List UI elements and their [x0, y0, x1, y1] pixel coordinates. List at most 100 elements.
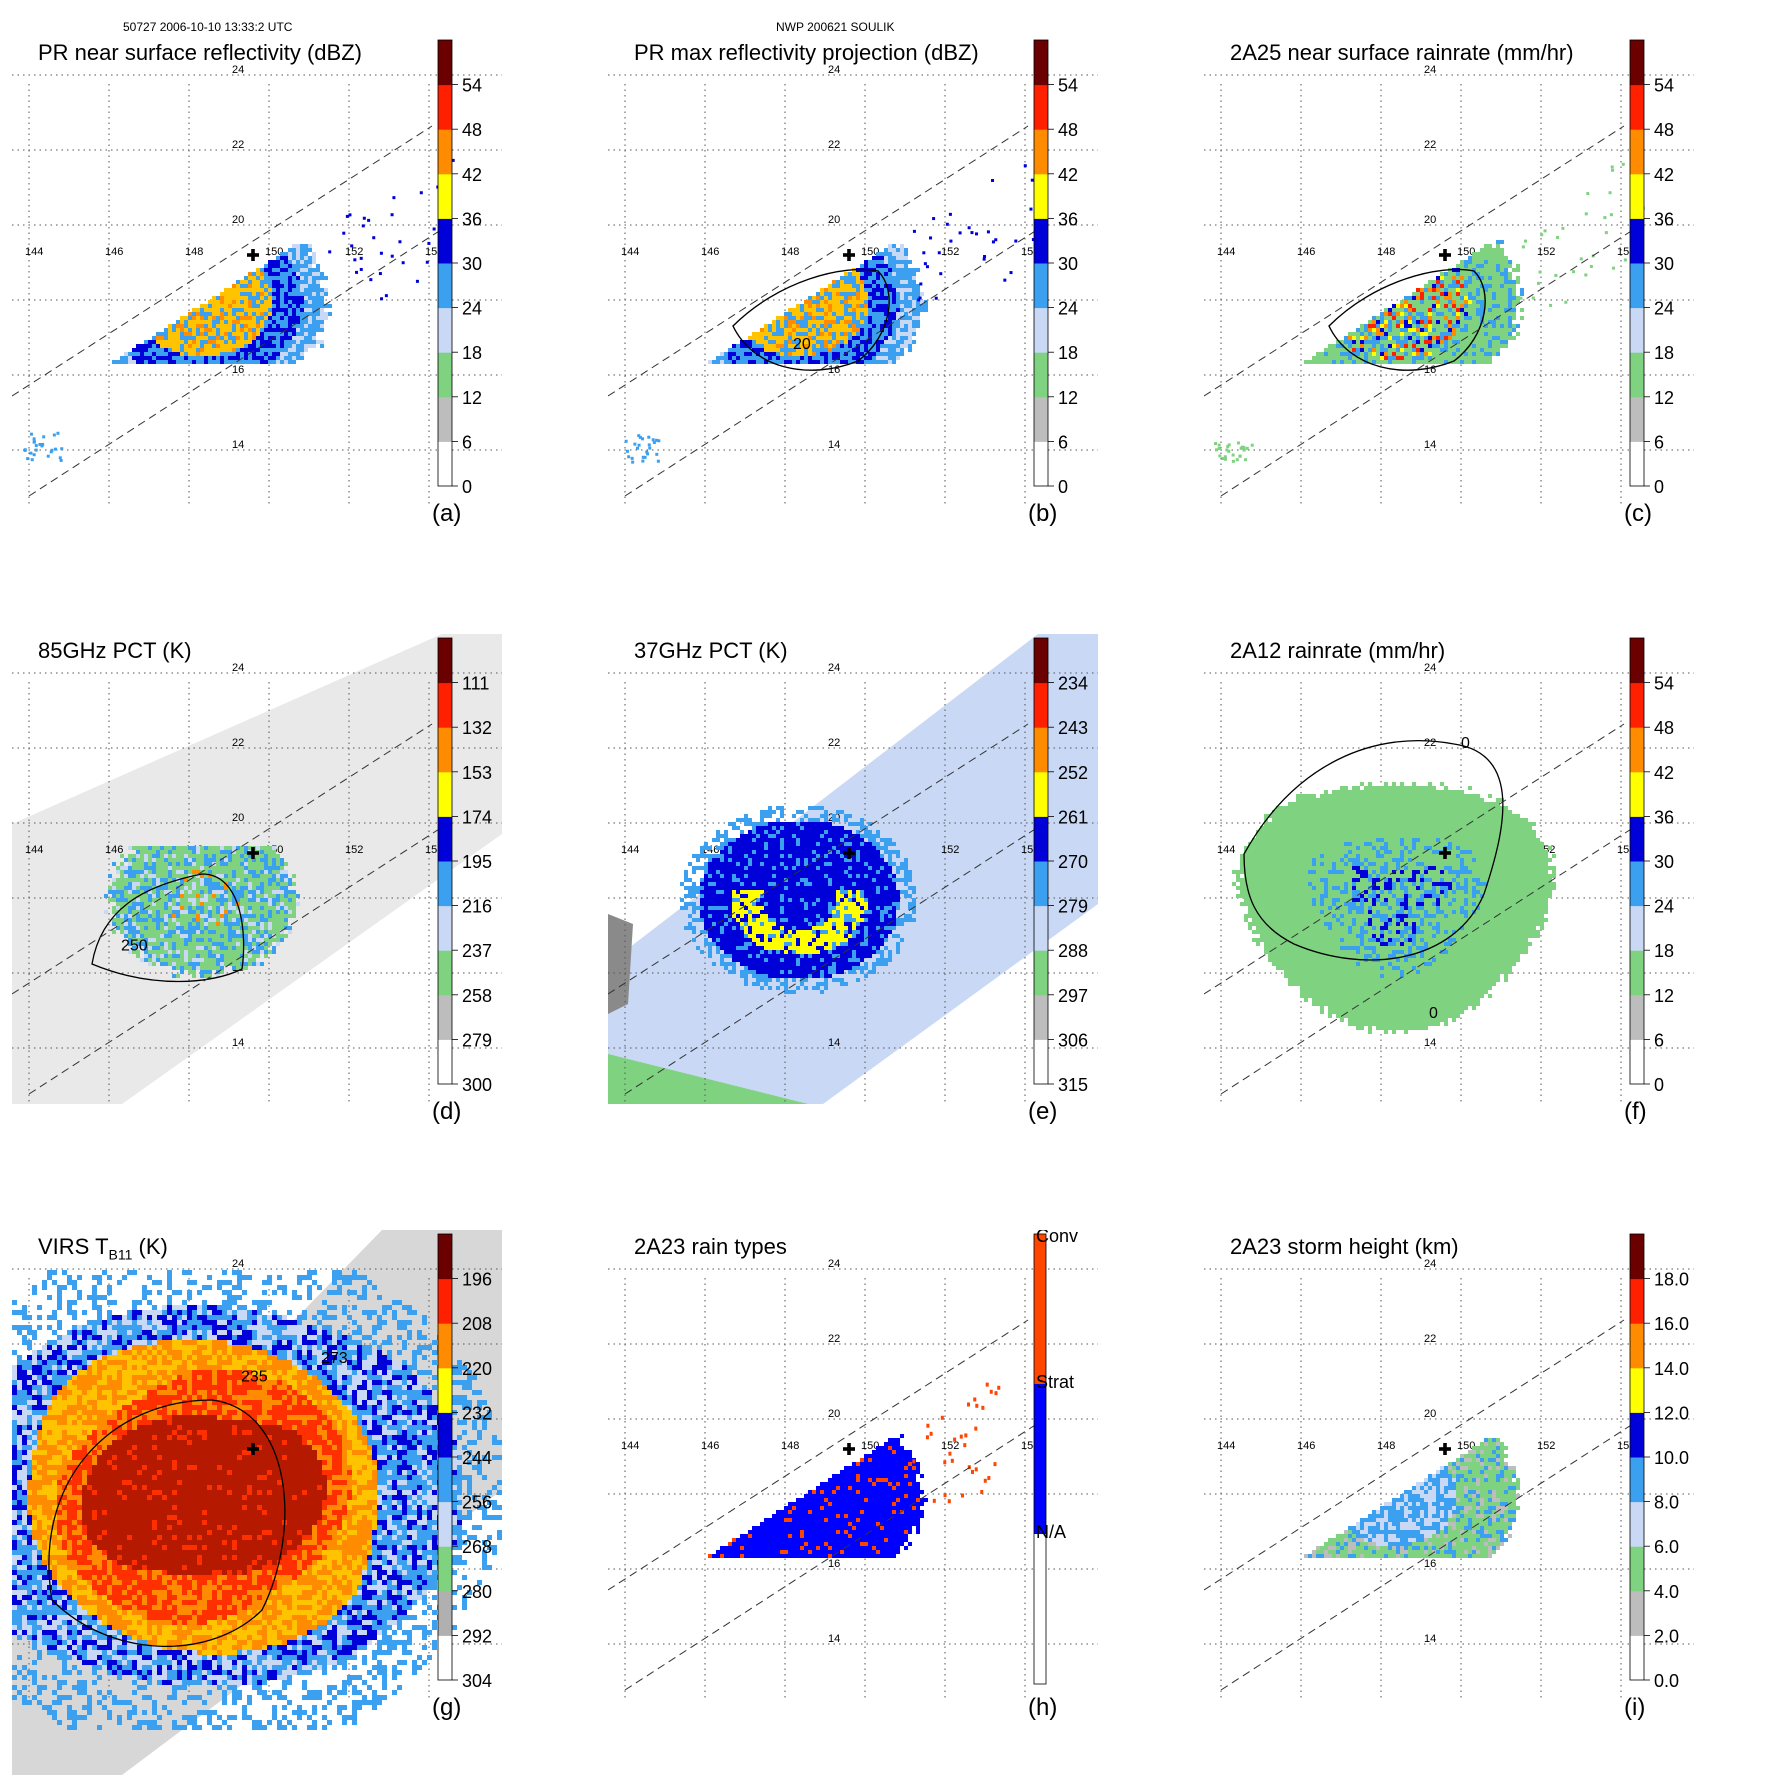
data-cell	[284, 922, 288, 926]
data-cell	[188, 854, 192, 858]
data-cell	[300, 280, 304, 284]
data-cell	[204, 966, 208, 970]
data-cell	[268, 312, 272, 316]
data-cell	[920, 292, 924, 296]
data-cell	[852, 328, 856, 332]
data-cell	[280, 352, 284, 356]
data-cell	[1496, 260, 1500, 264]
data-cell	[1352, 332, 1356, 336]
data-cell	[1484, 280, 1488, 284]
data-cell	[260, 280, 264, 284]
data-cell	[204, 862, 208, 866]
data-cell	[856, 838, 860, 842]
data-cell	[844, 332, 848, 336]
data-cell	[792, 328, 796, 332]
data-cell	[272, 260, 276, 264]
data-cell	[1432, 320, 1436, 324]
data-cell	[280, 882, 284, 886]
data-cell	[220, 890, 224, 894]
data-cell	[848, 324, 852, 328]
data-cell	[276, 360, 280, 364]
data-cell	[152, 862, 156, 866]
data-cell	[220, 930, 224, 934]
data-cell	[204, 970, 208, 974]
data-cell	[304, 288, 308, 292]
data-cell	[280, 320, 284, 324]
data-cell	[300, 312, 304, 316]
data-cell	[856, 842, 860, 846]
data-cell	[1384, 360, 1388, 364]
data-cell	[176, 942, 180, 946]
data-cell	[1428, 328, 1432, 332]
data-cell	[180, 356, 184, 360]
data-cell	[260, 324, 264, 328]
data-cell	[1420, 328, 1424, 332]
lon-label: 146	[105, 246, 123, 258]
lon-label: 152	[345, 246, 363, 258]
data-cell	[116, 866, 120, 870]
data-cell	[132, 846, 136, 850]
data-cell	[228, 320, 232, 324]
data-cell	[308, 272, 312, 276]
data-cell	[1328, 348, 1332, 352]
data-cell	[144, 902, 148, 906]
data-cell	[740, 352, 744, 356]
data-cell	[256, 846, 260, 850]
data-cell	[248, 906, 252, 910]
data-cell	[880, 352, 884, 356]
data-cell	[196, 942, 200, 946]
data-cell	[208, 316, 212, 320]
data-cell	[192, 958, 196, 962]
rain-cell	[991, 179, 994, 182]
data-cell	[1496, 244, 1500, 248]
data-cell	[204, 890, 208, 894]
data-cell	[228, 308, 232, 312]
data-cell	[156, 890, 160, 894]
data-cell	[248, 922, 252, 926]
data-cell	[196, 962, 200, 966]
data-cell	[220, 312, 224, 316]
data-cell	[732, 850, 736, 854]
data-cell	[736, 838, 740, 842]
data-cell	[832, 814, 836, 818]
data-cell	[220, 308, 224, 312]
data-cell	[296, 340, 300, 344]
data-cell	[784, 826, 788, 830]
data-cell	[312, 276, 316, 280]
data-cell	[136, 858, 140, 862]
data-cell	[264, 882, 268, 886]
data-cell	[148, 938, 152, 942]
data-cell	[872, 292, 876, 296]
data-cell	[168, 866, 172, 870]
data-cell	[772, 356, 776, 360]
data-cell	[120, 914, 124, 918]
data-cell	[144, 878, 148, 882]
rain-cell	[959, 231, 962, 234]
data-cell	[204, 886, 208, 890]
data-cell	[888, 838, 892, 842]
data-cell	[828, 842, 832, 846]
data-cell	[1492, 336, 1496, 340]
data-cell	[304, 268, 308, 272]
data-cell	[260, 340, 264, 344]
data-cell	[308, 320, 312, 324]
data-cell	[244, 930, 248, 934]
data-cell	[168, 902, 172, 906]
data-cell	[224, 874, 228, 878]
data-cell	[144, 340, 148, 344]
data-cell	[136, 902, 140, 906]
data-cell	[1500, 344, 1504, 348]
data-cell	[768, 336, 772, 340]
data-cell	[816, 328, 820, 332]
data-cell	[232, 918, 236, 922]
data-cell	[116, 918, 120, 922]
data-cell	[1492, 288, 1496, 292]
data-cell	[240, 360, 244, 364]
data-cell	[872, 288, 876, 292]
data-cell	[216, 954, 220, 958]
data-cell	[732, 846, 736, 850]
data-cell	[272, 946, 276, 950]
data-cell	[252, 942, 256, 946]
data-cell	[692, 870, 696, 874]
data-cell	[864, 316, 868, 320]
